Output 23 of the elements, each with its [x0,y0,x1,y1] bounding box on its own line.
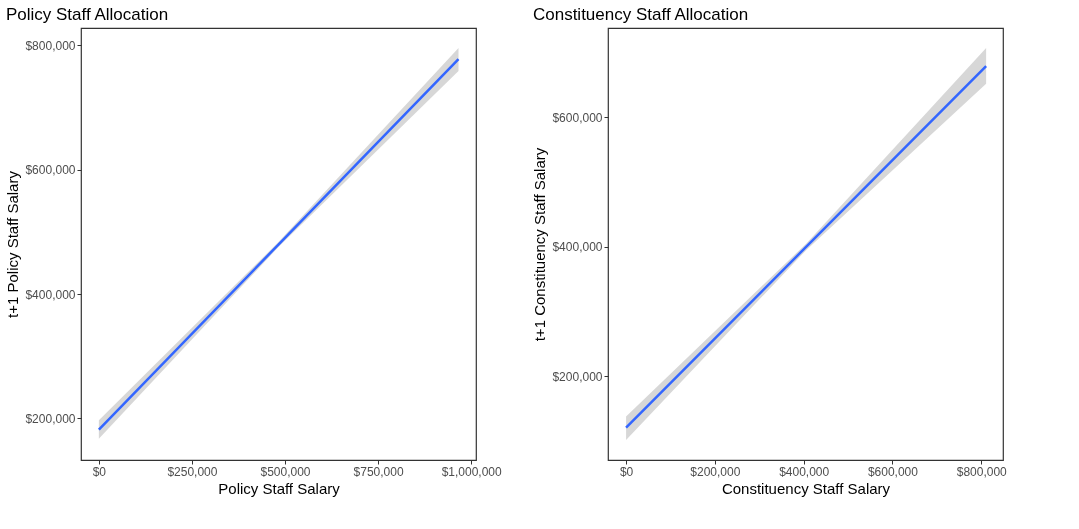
x-tick-label: $800,000 [956,464,1008,479]
chart-title: Constituency Staff Allocation [532,5,749,24]
y-tick-label: $400,000 [25,287,76,302]
y-tick-label: $600,000 [25,163,76,178]
x-tick-label: $200,000 [690,464,741,479]
y-tick-label: $200,000 [552,369,603,384]
x-tick-label: $0 [92,464,107,479]
y-tick-label: $400,000 [552,240,603,255]
x-tick-label: $750,000 [353,464,404,479]
y-tick-label: $800,000 [25,38,76,53]
x-tick-label: $500,000 [260,464,311,479]
x-tick-label: $1,000,000 [441,464,503,479]
y-tick-label: $600,000 [552,110,603,125]
x-tick-label: $0 [619,464,634,479]
x-axis-title: Policy Staff Salary [218,479,341,497]
y-axis-title: t+1 Policy Staff Salary [4,170,22,318]
chart-title: Policy Staff Allocation [5,5,169,24]
x-axis-title: Constituency Staff Salary [721,479,891,497]
y-axis-title: t+1 Constituency Staff Salary [531,147,549,342]
x-tick-label: $400,000 [779,464,830,479]
x-tick-label: $600,000 [867,464,919,479]
x-tick-label: $250,000 [167,464,218,479]
y-tick-label: $200,000 [25,411,76,426]
